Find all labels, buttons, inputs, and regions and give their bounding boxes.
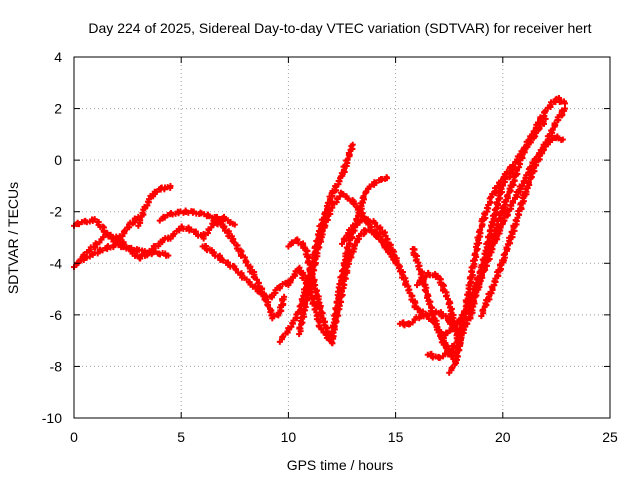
y-tick-label: 4 xyxy=(54,49,62,65)
data-point xyxy=(253,276,260,283)
series-pass-2 xyxy=(71,213,142,245)
axis-ticks xyxy=(73,56,611,419)
y-axis-title: SDTVAR / TECUs xyxy=(5,182,21,294)
data-point xyxy=(242,259,249,266)
x-tick-label: 20 xyxy=(495,429,511,445)
data-point xyxy=(301,244,308,251)
data-point xyxy=(167,182,174,189)
data-point xyxy=(231,221,238,228)
data-point xyxy=(280,333,287,340)
y-tick-label: -8 xyxy=(50,358,63,374)
y-tick-label: -10 xyxy=(42,410,62,426)
y-tick-label: 0 xyxy=(54,152,62,168)
series-pass-8 xyxy=(210,217,288,322)
x-tick-label: 0 xyxy=(70,429,78,445)
series-pass-4 xyxy=(135,182,174,229)
y-tick-label: -2 xyxy=(50,204,63,220)
data-point xyxy=(221,213,228,220)
y-tick-label: -6 xyxy=(50,307,63,323)
chart-title: Day 224 of 2025, Sidereal Day-to-day VTE… xyxy=(88,20,591,36)
grid xyxy=(74,57,610,418)
data-point xyxy=(121,227,128,234)
y-tick-label: 2 xyxy=(54,101,62,117)
data-point xyxy=(136,216,143,223)
x-tick-label: 5 xyxy=(177,429,185,445)
series-pass-6 xyxy=(167,213,228,242)
data-point xyxy=(165,252,172,259)
data-point xyxy=(344,156,351,163)
x-axis-title: GPS time / hours xyxy=(287,457,394,473)
data-point xyxy=(281,293,288,300)
series-pass-7 xyxy=(199,243,292,304)
data-point xyxy=(264,302,271,309)
data-markers xyxy=(71,94,568,376)
data-point xyxy=(267,309,274,316)
plot-frame xyxy=(73,56,611,419)
y-tick-label: -4 xyxy=(50,255,63,271)
data-point xyxy=(345,149,352,156)
series-pass-18 xyxy=(439,133,566,340)
x-tick-label: 15 xyxy=(388,429,404,445)
data-point xyxy=(349,141,356,148)
x-tick-label: 10 xyxy=(281,429,297,445)
x-tick-label: 25 xyxy=(602,429,618,445)
series-pass-19 xyxy=(446,115,549,376)
